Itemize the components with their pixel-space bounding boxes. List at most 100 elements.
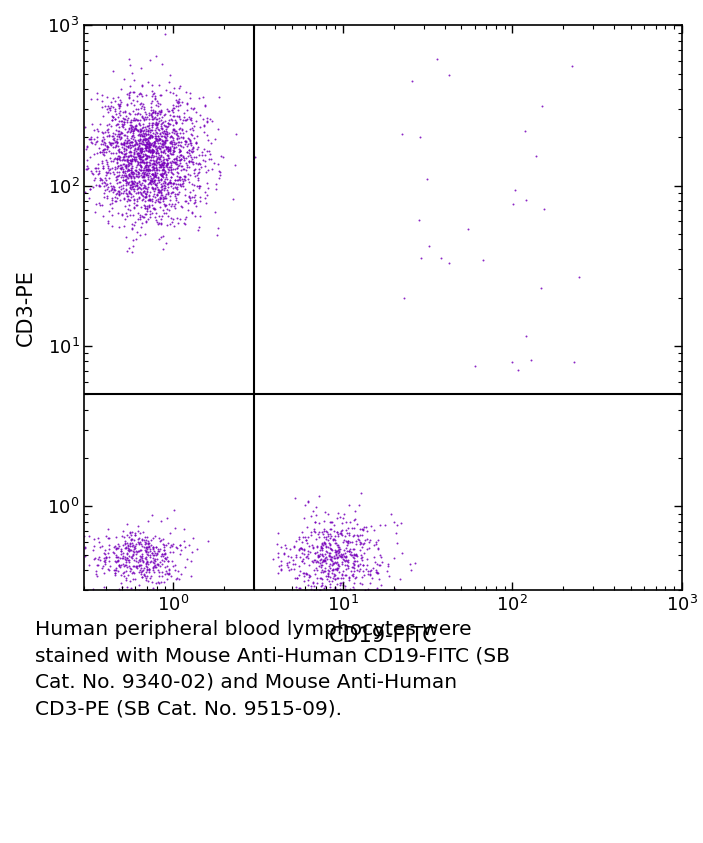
Point xyxy=(335,524,347,538)
Point xyxy=(143,135,155,148)
Point xyxy=(173,99,184,112)
Point xyxy=(98,185,110,199)
Point xyxy=(120,207,131,220)
Point xyxy=(101,90,112,104)
Point xyxy=(316,537,327,550)
Point xyxy=(122,164,134,177)
Point xyxy=(110,550,122,564)
Point xyxy=(112,135,123,148)
Point xyxy=(110,541,121,555)
Point xyxy=(127,175,138,189)
Point xyxy=(150,193,162,207)
Point xyxy=(183,132,194,146)
Point xyxy=(77,77,88,90)
Point xyxy=(137,150,148,164)
Point xyxy=(200,98,211,111)
Point xyxy=(376,556,387,569)
Point xyxy=(174,126,186,140)
Point xyxy=(356,570,368,583)
Point xyxy=(125,135,136,148)
Point xyxy=(297,546,308,560)
Point xyxy=(168,503,179,517)
Point xyxy=(323,590,335,604)
Point xyxy=(323,550,335,563)
Point xyxy=(307,541,318,555)
Point xyxy=(101,191,112,205)
Point xyxy=(124,181,135,195)
Point xyxy=(168,123,179,137)
Point xyxy=(152,543,163,556)
Point xyxy=(278,547,290,561)
Point xyxy=(168,101,179,115)
Point xyxy=(100,145,111,158)
Point xyxy=(155,161,166,175)
Point xyxy=(178,162,189,175)
Point xyxy=(108,154,119,168)
Point xyxy=(157,138,169,152)
Point xyxy=(148,156,159,169)
Point xyxy=(127,178,138,191)
Point xyxy=(273,566,284,580)
Point xyxy=(146,145,157,158)
Point xyxy=(119,115,130,129)
Point xyxy=(134,531,145,545)
Point xyxy=(144,174,155,187)
Point xyxy=(100,551,111,565)
Point xyxy=(205,112,216,126)
Point xyxy=(79,121,91,134)
Point xyxy=(159,144,170,158)
Point xyxy=(126,135,137,148)
Point xyxy=(164,175,175,189)
Point xyxy=(333,545,344,558)
Point xyxy=(133,181,144,195)
Point xyxy=(126,135,137,148)
Point xyxy=(135,152,146,165)
Point xyxy=(344,526,355,540)
Point xyxy=(191,135,202,148)
Point xyxy=(167,185,178,199)
Point xyxy=(93,535,105,549)
Point xyxy=(153,183,165,196)
Point xyxy=(151,142,162,155)
Point xyxy=(301,533,312,546)
Point xyxy=(138,185,150,198)
Point xyxy=(142,166,153,180)
Point xyxy=(215,164,226,178)
Point xyxy=(114,188,125,201)
Point xyxy=(321,604,333,617)
Point xyxy=(130,145,141,158)
Point xyxy=(333,507,344,520)
Point xyxy=(133,578,144,592)
Point xyxy=(291,571,302,584)
Point xyxy=(188,531,199,545)
Point xyxy=(382,560,394,573)
Point xyxy=(176,123,188,137)
Point xyxy=(155,117,167,131)
Point xyxy=(319,561,330,574)
Point xyxy=(183,539,195,552)
Point xyxy=(143,162,155,175)
Point xyxy=(181,151,192,164)
Point xyxy=(166,136,177,149)
Point xyxy=(141,199,153,212)
Point xyxy=(143,116,154,130)
Point xyxy=(128,192,139,206)
Point xyxy=(137,155,148,169)
Point xyxy=(155,183,167,196)
Point xyxy=(162,186,174,200)
Point xyxy=(346,595,357,609)
Point xyxy=(155,216,167,229)
Point xyxy=(161,550,172,564)
Point xyxy=(179,534,190,547)
Point xyxy=(120,143,131,157)
Point xyxy=(157,190,169,203)
Point xyxy=(333,561,344,575)
Point xyxy=(140,189,151,202)
Point xyxy=(305,528,316,541)
Point xyxy=(172,177,183,191)
Point xyxy=(116,158,127,172)
Point xyxy=(112,110,124,124)
Point xyxy=(110,566,121,580)
Point xyxy=(172,174,183,187)
Point xyxy=(370,556,381,569)
